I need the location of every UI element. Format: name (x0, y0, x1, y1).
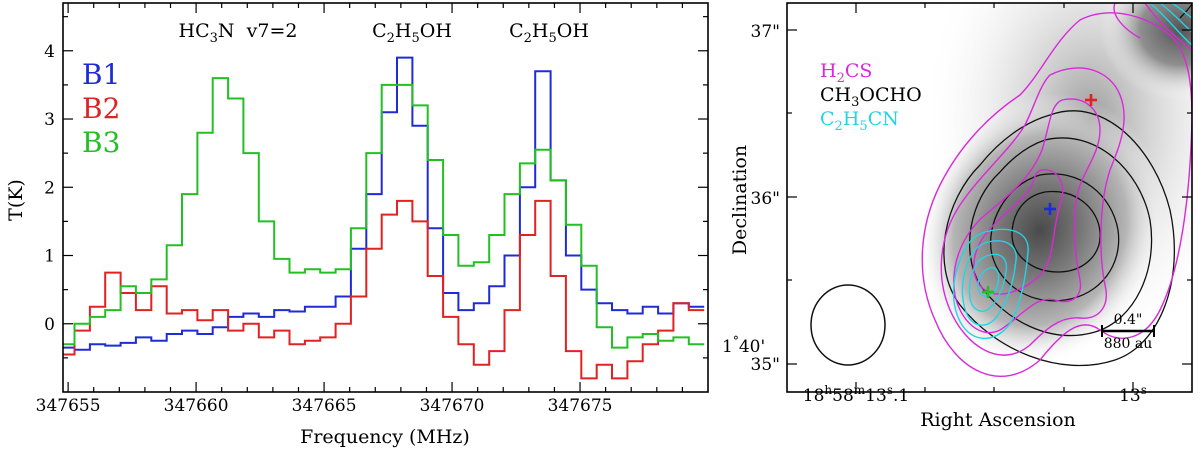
y-tick-label-2: 2 (44, 178, 55, 198)
y-tick-label-1: 1 (44, 247, 55, 267)
dec-tick-37: 37" (751, 22, 780, 42)
contour-ch3ocho-1 (943, 110, 1175, 367)
map-legend-c2h5cn: C2H5CN (820, 108, 899, 134)
ra-tick-13: 13s (1119, 383, 1147, 406)
contour-c2h5cn-4 (977, 267, 1000, 298)
legend-b3: B3 (82, 126, 120, 159)
dec-prefix: 1°40' (722, 334, 765, 357)
ra-tick-131: 18h58m13s.1 (803, 383, 909, 406)
spectrum-ticks: 347655 347660 347665 347670 347675 0 1 2 3 4 (36, 3, 708, 416)
emission-core (916, 93, 1164, 367)
contour-ch3ocho-4 (1011, 190, 1101, 273)
map-legend-ch3ocho: CH3OCHO (820, 84, 922, 110)
map-panel: 0.4" 880 au H2CS CH3OCHO C2H5CN 37" 36" … (722, 2, 1193, 431)
series-line-b3 (63, 77, 705, 349)
map-x-axis-label: Right Ascension (920, 409, 1076, 431)
line-annotation-c2h5oh-1: C2H5OH (372, 20, 452, 46)
contour-c2h5cn-5 (1149, 3, 1192, 46)
contour-c2h5cn-7 (1171, 3, 1192, 19)
contours-h2cs (921, 3, 1192, 377)
contour-h2cs-2 (940, 67, 1125, 356)
contour-c2h5cn-1 (952, 228, 1029, 340)
map-ticks (787, 3, 1192, 392)
contour-h2cs-3 (953, 98, 1101, 334)
contour-h2cs-6 (1113, 3, 1141, 39)
beam-ellipse (810, 284, 886, 366)
scale-bar-angular: 0.4" (1114, 312, 1143, 328)
y-tick-label-3: 3 (44, 110, 55, 130)
marker-b1 (1044, 203, 1056, 215)
y-tick-label-0: 0 (44, 315, 55, 335)
marker-b2 (1085, 94, 1097, 106)
contour-c2h5cn-2 (961, 240, 1017, 326)
spectrum-x-axis-label: Frequency (MHz) (300, 426, 470, 448)
line-annotation-hc3n: HC3N v7=2 (179, 20, 298, 46)
x-tick-label-347660: 347660 (164, 396, 229, 416)
contours-ch3ocho (810, 3, 1192, 367)
map-image: 0.4" 880 au (787, 3, 1192, 392)
contour-h2cs-5 (1144, 3, 1192, 51)
x-tick-label-347665: 347665 (292, 396, 357, 416)
emission-corner (1100, 3, 1192, 100)
map-legend-h2cs: H2CS (820, 60, 872, 86)
contour-c2h5cn-3 (968, 253, 1008, 312)
scale-bar: 0.4" 880 au (1101, 312, 1155, 352)
marker-b3 (982, 286, 994, 298)
contour-ch3ocho-2 (968, 137, 1153, 337)
x-tick-label-347670: 347670 (420, 396, 485, 416)
map-y-axis-label: Declination (729, 145, 751, 255)
legend-b2: B2 (82, 92, 120, 125)
x-tick-label-347655: 347655 (36, 396, 101, 416)
dec-tick-36: 36" (751, 189, 780, 209)
spectrum-plot-frame (62, 2, 709, 393)
source-markers (982, 94, 1097, 298)
x-tick-label-347675: 347675 (548, 396, 613, 416)
contour-h2cs-1 (921, 12, 1192, 377)
spectrum-panel: 347655 347660 347665 347670 347675 0 1 2 3 4 Freq… (5, 2, 709, 448)
contour-h2cs-4 (973, 169, 1064, 295)
line-annotation-c2h5oh-2: C2H5OH (509, 20, 589, 46)
dec-tick-35: 35" (751, 355, 780, 375)
spectrum-y-axis-label: T(K) (5, 179, 27, 221)
series-line-b2 (63, 199, 705, 380)
y-tick-label-4: 4 (44, 42, 55, 62)
legend-b1: B1 (82, 58, 120, 91)
spectrum-series-group (63, 56, 705, 380)
scale-bar-physical: 880 au (1104, 336, 1153, 352)
